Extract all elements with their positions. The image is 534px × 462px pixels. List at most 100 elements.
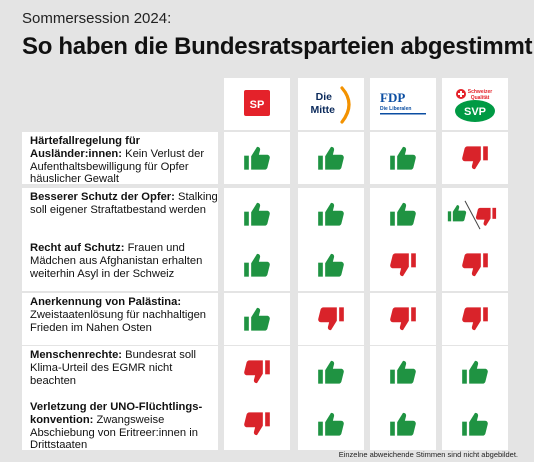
vote-cell-svp	[442, 293, 508, 345]
vote-cell-sp	[224, 132, 290, 184]
row-title: Härtefallregelung für Ausländer:innen:	[30, 135, 141, 160]
thumb-up-icon-wrap	[243, 303, 271, 335]
thumb-up-icon	[390, 360, 416, 384]
mitte-logo-text-1: Die	[316, 91, 333, 103]
row-description: Frauen und Mädchen aus Afghanistan erhal…	[30, 242, 203, 280]
row-title: Anerkennung von Palästina:	[30, 296, 182, 308]
thumb-down-icon-wrap	[243, 356, 271, 388]
row-description: Bundesrat soll Klima-Urteil des EGMR nic…	[30, 349, 197, 387]
vote-cell-fdp	[370, 346, 436, 398]
svp-logo-text-2: Qualität	[471, 95, 490, 101]
thumb-up-icon	[462, 412, 488, 436]
thumb-down-icon-wrap	[243, 408, 271, 440]
table-row: Menschenrechte: Bundesrat soll Klima-Urt…	[22, 346, 508, 398]
table-row: Härtefallregelung für Ausländer:innen: K…	[22, 132, 508, 186]
row-title: Menschenrechte:	[30, 349, 123, 361]
fdp-logo-text-2: Die Liberalen	[380, 106, 411, 112]
mitte-logo-text-2: Mitte	[311, 104, 336, 116]
row-title: Verletzung der UNO-Flüchtlings-konventio…	[30, 401, 203, 426]
vote-cell-sp	[224, 398, 290, 450]
fdp-logo-icon: FDP Die Liberalen	[380, 90, 426, 115]
thumb-up-icon-wrap	[389, 356, 417, 388]
thumb-down-icon-wrap	[317, 303, 345, 335]
thumb-down-icon-wrap	[389, 249, 417, 281]
thumb-up-icon	[244, 202, 270, 226]
row-title: Besserer Schutz der Opfer:	[30, 191, 175, 203]
vote-cell-sp	[224, 239, 290, 291]
row-label: Verletzung der UNO-Flüchtlings-konventio…	[22, 398, 218, 451]
vote-cell-fdp	[370, 188, 436, 240]
split-vote-icon	[442, 188, 508, 240]
thumb-up-icon	[318, 202, 344, 226]
table-row: Recht auf Schutz: Frauen und Mädchen aus…	[22, 239, 508, 291]
row-title: Recht auf Schutz:	[30, 242, 125, 254]
vote-cell-mitte	[298, 239, 364, 291]
thumb-down-icon	[244, 412, 270, 436]
thumb-down-icon	[475, 207, 497, 226]
thumb-up-icon-wrap	[243, 249, 271, 281]
vote-cell-fdp	[370, 132, 436, 184]
row-description: Zweistaatenlösung für nachhaltigen Fried…	[30, 308, 207, 334]
vote-cell-svp	[442, 188, 508, 240]
vote-cell-fdp	[370, 398, 436, 450]
thumb-up-icon	[244, 253, 270, 277]
mitte-logo-icon: Die Mitte	[311, 86, 351, 124]
thumb-down-icon-wrap	[475, 205, 497, 229]
party-logo-svp: Schweizer Qualität SVP	[442, 78, 508, 130]
thumb-up-icon-wrap	[461, 408, 489, 440]
row-label: Recht auf Schutz: Frauen und Mädchen aus…	[22, 239, 218, 291]
vote-cell-mitte	[298, 398, 364, 450]
row-label: Härtefallregelung für Ausländer:innen: K…	[22, 132, 218, 186]
table-row: Besserer Schutz der Opfer: Stalking soll…	[22, 188, 508, 240]
party-logo-sp: SP	[224, 78, 290, 130]
thumb-up-icon-wrap	[243, 142, 271, 174]
thumb-up-icon-wrap	[389, 198, 417, 230]
footnote: Einzelne abweichende Stimmen sind nicht …	[338, 450, 518, 459]
headline: So haben die Bundesratsparteien abgestim…	[22, 33, 533, 60]
vote-cell-svp	[442, 346, 508, 398]
thumb-up-icon	[318, 412, 344, 436]
thumb-down-icon	[390, 253, 416, 277]
party-logo-fdp: FDP Die Liberalen	[370, 78, 436, 130]
row-label: Besserer Schutz der Opfer: Stalking soll…	[22, 188, 218, 240]
row-description: Kein Verlust der Aufenthaltsbewilligung …	[30, 147, 205, 186]
table-row: Anerkennung von Palästina: Zweistaatenlö…	[22, 293, 508, 345]
svp-logo-text-3: SVP	[464, 106, 486, 118]
thumb-up-icon-wrap	[389, 408, 417, 440]
vote-cell-mitte	[298, 346, 364, 398]
thumb-up-icon	[318, 146, 344, 170]
vote-cell-fdp	[370, 293, 436, 345]
thumb-up-icon-wrap	[243, 198, 271, 230]
thumb-down-icon-wrap	[461, 303, 489, 335]
thumb-up-icon	[318, 360, 344, 384]
vote-cell-sp	[224, 188, 290, 240]
thumb-up-icon-wrap	[389, 142, 417, 174]
thumb-down-icon	[462, 307, 488, 331]
vote-cell-svp	[442, 132, 508, 184]
thumb-down-icon	[244, 360, 270, 384]
thumb-up-icon	[244, 307, 270, 331]
thumb-up-icon-wrap	[317, 408, 345, 440]
thumb-up-icon	[390, 412, 416, 436]
thumb-up-icon-wrap	[461, 356, 489, 388]
vote-cell-sp	[224, 293, 290, 345]
svp-logo-text-1: Schweizer	[468, 89, 493, 95]
thumb-down-icon	[462, 146, 488, 170]
party-logo-mitte: Die Mitte	[298, 78, 364, 130]
thumb-up-icon	[244, 146, 270, 170]
vote-cell-mitte	[298, 188, 364, 240]
thumb-up-icon	[390, 146, 416, 170]
sp-logo-text: SP	[250, 99, 265, 111]
thumb-up-icon	[447, 205, 467, 222]
thumb-down-icon-wrap	[461, 249, 489, 281]
row-label: Anerkennung von Palästina: Zweistaatenlö…	[22, 293, 218, 345]
fdp-logo-text-1: FDP	[380, 90, 405, 105]
thumb-down-icon	[390, 307, 416, 331]
thumb-down-icon-wrap	[389, 303, 417, 335]
vote-cell-svp	[442, 239, 508, 291]
thumb-up-icon-wrap	[447, 202, 467, 224]
row-label: Menschenrechte: Bundesrat soll Klima-Urt…	[22, 346, 218, 398]
vote-cell-fdp	[370, 239, 436, 291]
thumb-up-icon-wrap	[317, 142, 345, 174]
thumb-up-icon	[462, 360, 488, 384]
